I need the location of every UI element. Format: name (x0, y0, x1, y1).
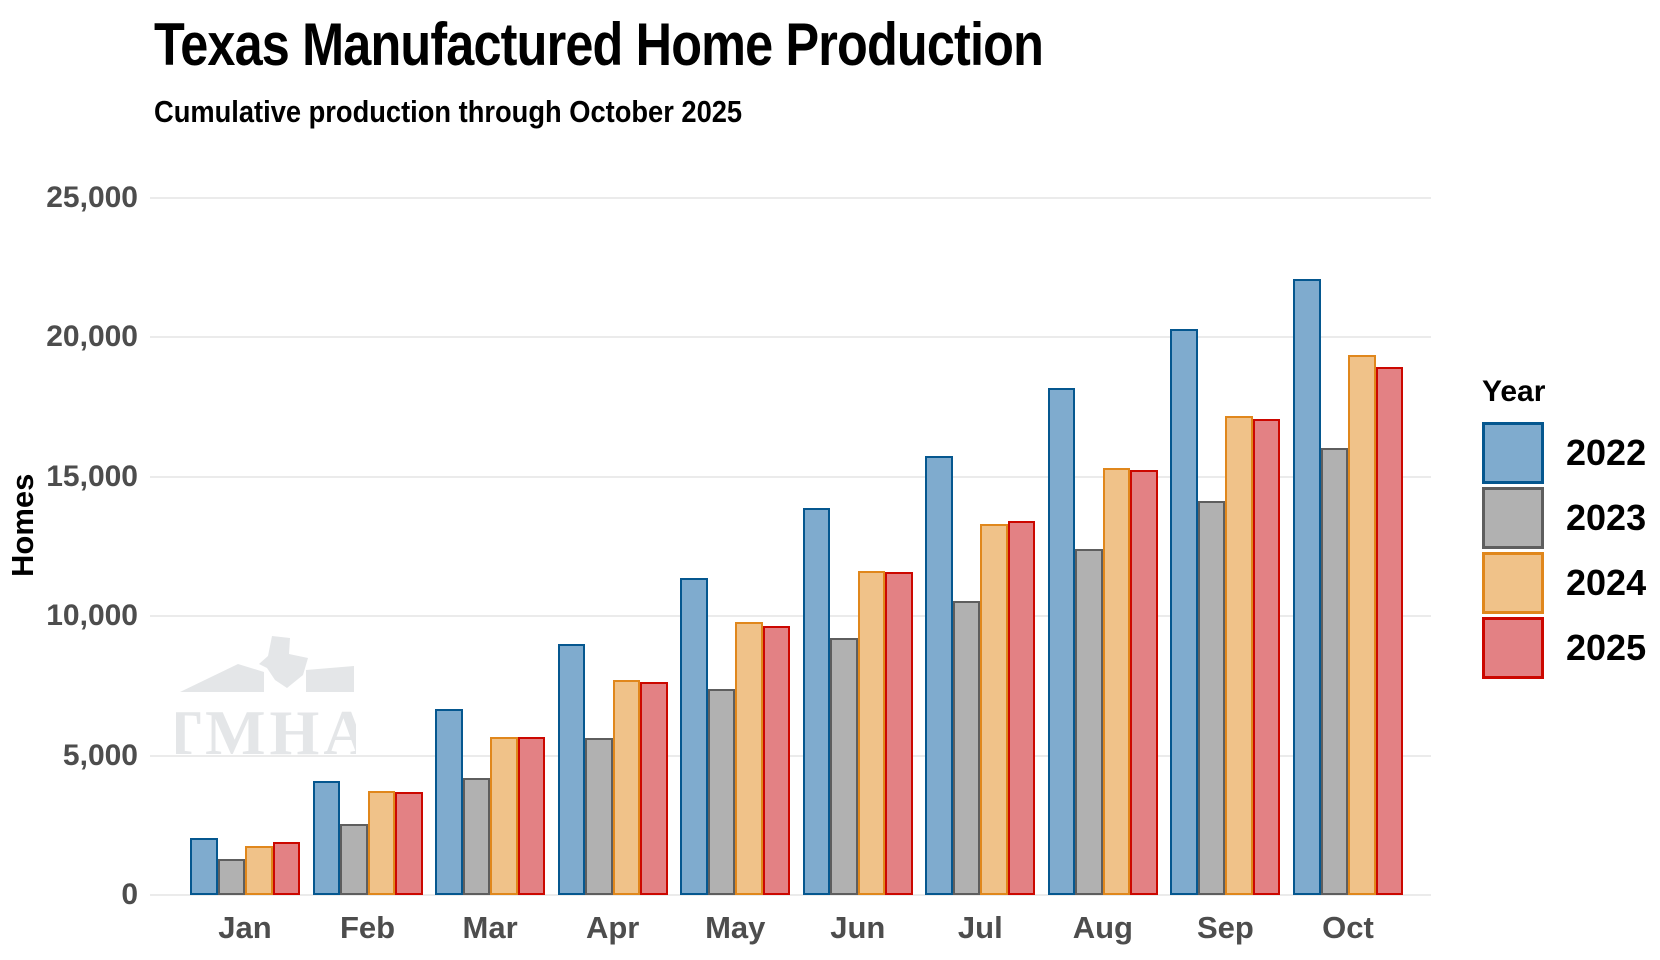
bar-2024-apr (612, 680, 641, 895)
legend-swatch-2022 (1482, 422, 1544, 484)
bar-2025-feb (395, 792, 423, 895)
gridline-0 (150, 894, 1431, 896)
bar-2022-sep (1170, 329, 1198, 895)
bar-2025-mar (517, 737, 546, 895)
bar-2023-oct (1320, 448, 1348, 895)
x-tick-label-apr: Apr (585, 910, 640, 945)
legend-entry-2024: 2024 (1482, 552, 1657, 614)
legend-label-2023: 2023 (1566, 497, 1647, 538)
plot-area (150, 198, 1431, 895)
bar-2022-mar (435, 708, 463, 895)
bar-2024-mar (490, 736, 518, 895)
legend-swatch-2023 (1482, 487, 1544, 549)
bar-2024-may (735, 621, 763, 895)
y-tick-label: 15,000 (46, 459, 138, 493)
bar-2024-jul (980, 523, 1008, 895)
bar-2025-apr (640, 682, 668, 895)
gridline-10000 (150, 615, 1431, 618)
bar-2023-aug (1075, 549, 1103, 895)
legend-title: Year (1482, 375, 1546, 408)
bar-2025-oct (1375, 367, 1403, 895)
watermark-roof-left-icon (180, 664, 264, 692)
legend-swatch-2024 (1482, 552, 1544, 614)
legend-label-2025: 2025 (1566, 627, 1647, 668)
legend-label-2022: 2022 (1566, 432, 1647, 473)
x-tick-label-jun: Jun (830, 910, 886, 945)
bar-2023-jul (952, 601, 981, 895)
chart-subtitle: Cumulative production through October 20… (154, 94, 743, 129)
bar-2025-jun (885, 572, 913, 895)
y-tick-label: 0 (121, 878, 138, 911)
bar-2023-feb (340, 824, 368, 895)
y-tick-label: 20,000 (46, 320, 138, 354)
gridline-25000 (150, 197, 1431, 199)
bar-2025-jan (272, 842, 300, 895)
bar-2025-aug (1130, 469, 1158, 895)
x-tick-label-feb: Feb (339, 910, 396, 945)
y-tick-label: 10,000 (46, 599, 138, 633)
bar-2023-may (707, 688, 736, 895)
gridline-15000 (150, 475, 1431, 478)
bar-2022-oct (1293, 278, 1321, 895)
bar-2023-apr (585, 737, 613, 895)
bar-2024-oct (1348, 355, 1376, 895)
x-tick-label-may: May (705, 910, 766, 945)
x-tick-label-jul: Jul (957, 910, 1003, 945)
watermark-texas-icon (259, 636, 308, 688)
bar-2025-jul (1007, 520, 1036, 895)
x-tick-label-oct: Oct (1322, 910, 1374, 945)
bar-2024-aug (1102, 468, 1131, 895)
bar-2023-sep (1197, 500, 1226, 895)
bar-2024-jan (245, 846, 273, 895)
legend-entry-2022: 2022 (1482, 422, 1657, 484)
x-tick-label-mar: Mar (462, 910, 518, 945)
y-tick-label: 25,000 (46, 181, 138, 214)
y-tick-label: 5,000 (62, 738, 138, 772)
bar-2024-jun (857, 571, 886, 895)
bar-2024-feb (367, 791, 396, 895)
gridline-5000 (150, 754, 1431, 757)
legend-entries: 2022 2023 2024 2025 (1482, 422, 1657, 679)
bar-2022-may (680, 578, 708, 895)
bar-2024-sep (1225, 415, 1253, 895)
bar-2025-may (762, 626, 791, 895)
legend-entry-2023: 2023 (1482, 487, 1657, 549)
chart-title: Texas Manufactured Home Production (154, 11, 1044, 78)
bar-2022-jun (802, 507, 831, 895)
legend: Year 2022 2023 2024 2025 (1482, 372, 1657, 682)
x-tick-label-jan: Jan (218, 910, 272, 945)
legend-entry-2025: 2025 (1482, 617, 1657, 679)
bar-2022-jan (190, 837, 218, 895)
legend-label-2024: 2024 (1566, 562, 1647, 603)
bar-2022-jul (925, 456, 953, 895)
bar-2022-aug (1047, 388, 1076, 895)
watermark-roof-right-icon (306, 666, 354, 692)
bar-2023-mar (462, 777, 491, 895)
x-tick-label-aug: Aug (1072, 910, 1133, 945)
bar-2023-jan (217, 859, 245, 895)
bar-2023-jun (830, 637, 858, 895)
bar-2022-apr (557, 643, 586, 895)
tmha-watermark-logo: TMHA (176, 636, 356, 760)
watermark-letters: TMHA (176, 697, 356, 760)
gridline-20000 (150, 336, 1431, 339)
x-tick-label-sep: Sep (1197, 910, 1254, 945)
bar-2022-feb (312, 781, 341, 895)
legend-swatch-2025 (1482, 617, 1544, 679)
bar-2025-sep (1252, 419, 1281, 895)
